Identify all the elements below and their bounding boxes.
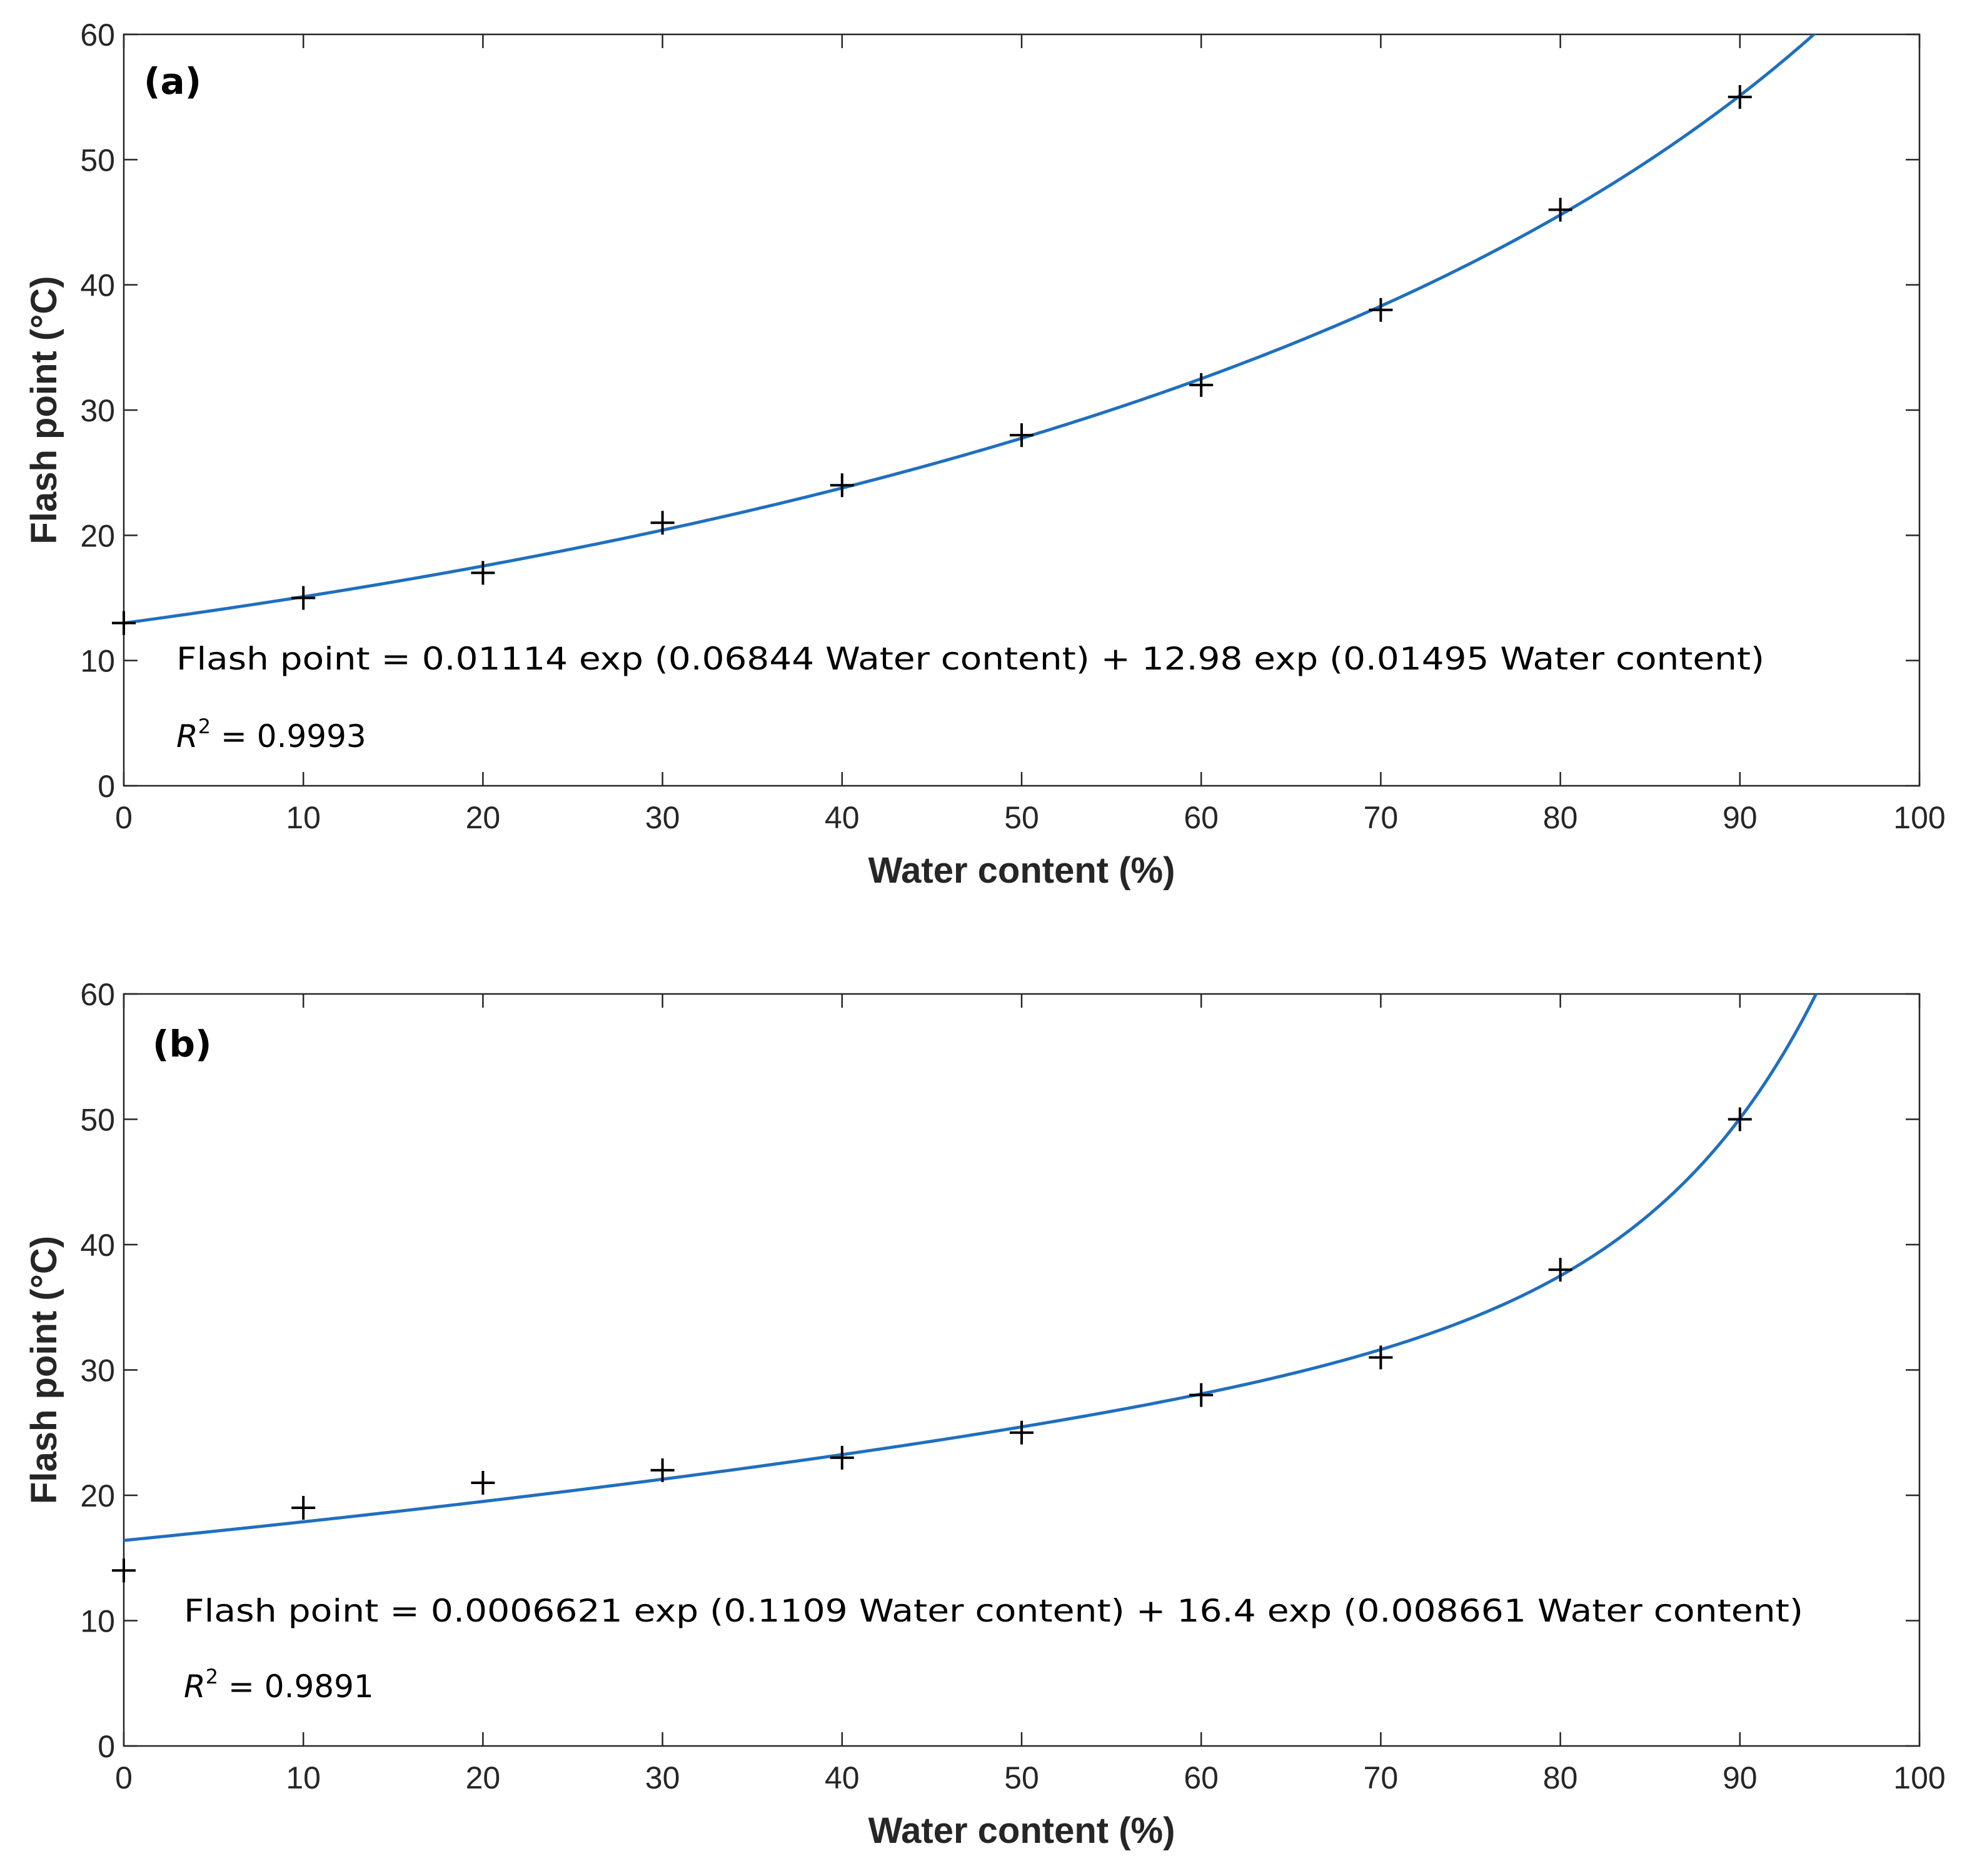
data-point-marker	[650, 1458, 675, 1482]
data-point-marker	[1189, 1383, 1214, 1407]
data-point-marker	[291, 586, 316, 610]
data-point-marker	[650, 511, 675, 535]
r-squared-value: = 0.9891	[218, 1668, 374, 1705]
r-exponent: 2	[206, 1665, 218, 1688]
y-tick-label: 20	[80, 518, 115, 553]
y-tick-label: 60	[80, 977, 115, 1012]
data-point-marker	[1010, 1420, 1034, 1445]
r-symbol: R	[184, 1668, 206, 1705]
y-tick-label: 40	[80, 1228, 115, 1263]
y-tick-label: 30	[80, 393, 115, 428]
y-tick-label: 10	[80, 644, 115, 679]
data-point-marker	[1010, 423, 1034, 448]
x-tick-label: 80	[1543, 1760, 1578, 1795]
x-tick-label: 20	[466, 800, 501, 835]
fit-equation: Flash point = 0.01114 exp (0.06844 Water…	[176, 641, 1764, 677]
y-tick-label: 50	[80, 1103, 115, 1138]
x-tick-label: 50	[1004, 800, 1039, 835]
data-point-marker	[830, 1445, 854, 1470]
data-point-marker	[291, 1496, 316, 1520]
y-tick-label: 60	[80, 18, 115, 53]
y-tick-label: 40	[80, 268, 115, 303]
r-squared: R2 = 0.9891	[184, 1665, 374, 1705]
data-point-marker	[471, 1470, 495, 1495]
y-tick-label: 10	[80, 1604, 115, 1639]
data-point-marker	[830, 473, 854, 498]
y-tick-label: 50	[80, 143, 115, 178]
panels: 0 10 20 30 40 50 60 70 80 90 1000102030405060Water…	[24, 18, 1946, 1851]
r-symbol: R	[176, 718, 198, 755]
x-tick-label: 10	[286, 800, 321, 835]
x-tick-label: 90	[1723, 800, 1758, 835]
panel-label: (a)	[144, 60, 201, 103]
y-tick-label: 0	[98, 769, 115, 804]
x-tick-label: 80	[1543, 800, 1578, 835]
y-axis-title: Flash point (°C)	[24, 1236, 64, 1504]
y-axis-title: Flash point (°C)	[24, 276, 64, 544]
x-tick-label: 100	[1893, 1760, 1945, 1795]
x-tick-label: 30	[645, 1760, 680, 1795]
x-tick-label: 50	[1004, 1760, 1039, 1795]
x-tick-label: 0	[115, 800, 133, 835]
x-axis-title: Water content (%)	[868, 1810, 1175, 1851]
x-tick-label: 40	[825, 1760, 860, 1795]
x-tick-label: 60	[1184, 1760, 1219, 1795]
data-point-marker	[112, 1558, 136, 1583]
x-tick-label: 10	[286, 1760, 321, 1795]
x-tick-label: 0	[115, 1760, 133, 1795]
x-tick-label: 90	[1723, 1760, 1758, 1795]
y-tick-label: 30	[80, 1353, 115, 1388]
panel-b: 0 10 20 30 40 50 60 70 80 90 100 0 10 20 30 40 50 60 Water…	[24, 977, 1946, 1851]
x-tick-label: 70	[1364, 1760, 1399, 1795]
data-point-marker	[112, 611, 136, 635]
data-point-marker	[471, 561, 495, 585]
data-point-marker	[1369, 1345, 1393, 1370]
x-tick-label: 40	[825, 800, 860, 835]
x-tick-label: 70	[1364, 800, 1399, 835]
data-point-marker	[1189, 373, 1214, 397]
x-tick-label: 100	[1893, 800, 1945, 835]
y-tick-label: 20	[80, 1478, 115, 1513]
fit-equation: Flash point = 0.0006621 exp (0.1109 Wate…	[184, 1593, 1803, 1629]
data-point-marker	[1728, 85, 1752, 109]
data-point-marker	[1548, 1258, 1572, 1282]
panel-label: (b)	[153, 1023, 212, 1065]
r-squared: R2 = 0.9993	[176, 715, 366, 755]
x-axis-title: Water content (%)	[868, 850, 1175, 891]
x-tick-label: 20	[466, 1760, 501, 1795]
panel-a: 0 10 20 30 40 50 60 70 80 90 100 0 10 20 30 40 50 60 Water…	[24, 18, 1946, 891]
y-tick-label: 0	[98, 1729, 115, 1764]
data-point-marker	[1728, 1107, 1752, 1131]
data-point-marker	[1548, 198, 1572, 222]
x-tick-label: 30	[645, 800, 680, 835]
data-point-marker	[1369, 298, 1393, 322]
r-exponent: 2	[198, 715, 211, 738]
r-squared-value: = 0.9993	[211, 718, 366, 755]
x-tick-label: 60	[1184, 800, 1219, 835]
